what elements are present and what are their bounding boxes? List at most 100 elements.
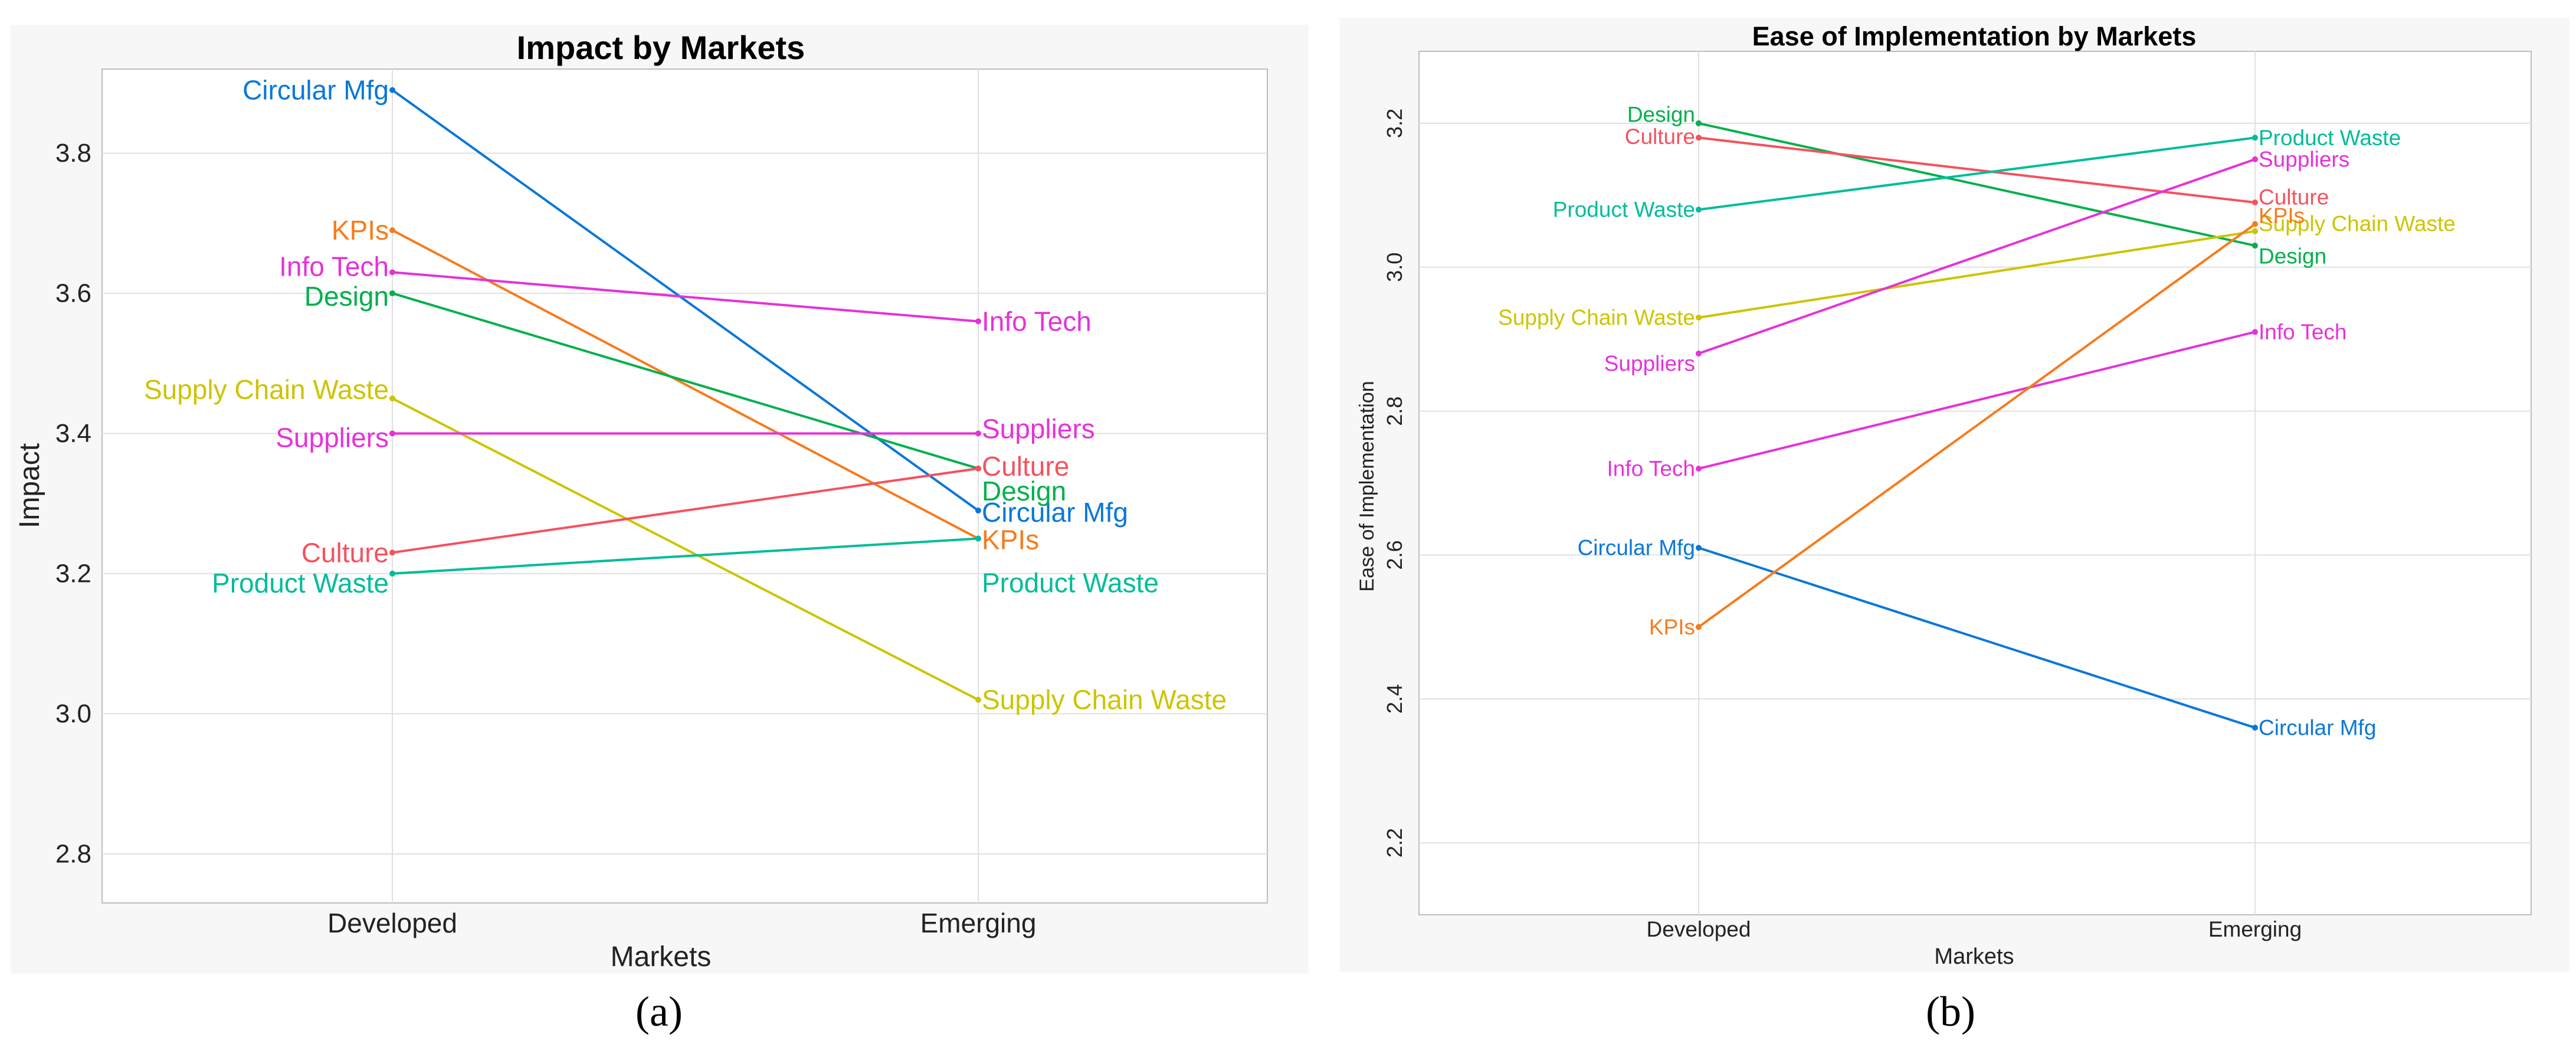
impact-chart-panel: Impact by Markets 2.8 3.0 3.2 3.4 3.6 3.8 Dev… — [11, 25, 1309, 974]
point-supply-chain-waste-developed — [389, 395, 395, 402]
label-suppliers-emerging: Suppliers — [2259, 147, 2349, 171]
label-culture-emerging: Culture — [2259, 185, 2329, 210]
point-circular-mfg-developed — [1696, 545, 1702, 551]
y-tick-label: 2.6 — [1382, 540, 1407, 570]
label-suppliers-developed: Suppliers — [1604, 352, 1695, 376]
y-tick-label: 3.2 — [55, 559, 91, 588]
ease-chart-panel: Ease of Implementation by Markets 2.2 2.4… — [1339, 18, 2570, 972]
label-kpis-developed: KPIs — [1649, 615, 1695, 639]
series-line-circular-mfg — [1698, 547, 2256, 729]
y-tick-label: 2.4 — [1382, 684, 1407, 714]
y-axis-label: Ease of Implementation — [1356, 381, 1378, 591]
label-product-waste-developed: Product Waste — [212, 568, 389, 598]
y-tick-label: 3.4 — [55, 419, 91, 448]
point-culture-developed — [389, 549, 395, 556]
point-culture-emerging — [975, 465, 981, 472]
point-circular-mfg-developed — [389, 87, 395, 93]
point-kpis-developed — [389, 227, 395, 234]
caption-b: (b) — [1926, 988, 1975, 1035]
label-kpis-emerging: KPIs — [982, 525, 1039, 555]
point-product-waste-emerging — [2252, 135, 2258, 141]
y-tick-label: 2.8 — [55, 839, 91, 868]
y-tick-label: 2.8 — [1382, 397, 1407, 426]
series-line-product-waste — [1698, 136, 2256, 211]
y-tick-labels: 2.8 3.0 3.2 3.4 3.6 3.8 — [55, 139, 91, 868]
point-circular-mfg-emerging — [2252, 725, 2258, 731]
label-product-waste-developed: Product Waste — [1553, 198, 1695, 222]
point-suppliers-developed — [1696, 351, 1702, 357]
series-line-culture — [392, 467, 979, 554]
point-culture-developed — [1696, 135, 1702, 141]
point-circular-mfg-emerging — [975, 508, 981, 514]
chart-title: Ease of Implementation by Markets — [1752, 21, 2197, 51]
gridlines — [102, 69, 1267, 903]
series-line-product-waste — [392, 537, 979, 575]
y-tick-label: 3.0 — [55, 699, 91, 728]
series-line-info-tech — [392, 271, 979, 323]
point-info-tech-developed — [389, 269, 395, 276]
label-circular-mfg-developed: Circular Mfg — [242, 75, 389, 106]
label-info-tech-developed: Info Tech — [279, 251, 389, 282]
gridlines — [1419, 51, 2531, 915]
series-line-info-tech — [1698, 330, 2256, 470]
series-line-suppliers — [1698, 158, 2256, 355]
label-culture-emerging: Culture — [982, 451, 1069, 482]
label-info-tech-emerging: Info Tech — [982, 306, 1092, 336]
plot-area — [1418, 51, 2532, 915]
label-kpis-emerging: KPIs — [2259, 204, 2305, 228]
point-info-tech-developed — [1696, 466, 1702, 472]
y-axis-label: Impact — [14, 443, 45, 528]
y-tick-label: 3.0 — [1382, 253, 1407, 282]
y-tick-labels: 2.2 2.4 2.6 2.8 3.0 3.2 — [1382, 109, 1407, 858]
point-product-waste-developed — [1696, 207, 1702, 213]
point-supply-chain-waste-emerging — [2252, 228, 2258, 234]
label-kpis-developed: KPIs — [332, 215, 389, 246]
series-line-supply-chain-waste — [392, 397, 979, 701]
series-lines — [1696, 120, 2258, 731]
series-line-design — [1698, 122, 2256, 247]
point-product-waste-developed — [389, 570, 395, 577]
label-suppliers-developed: Suppliers — [276, 422, 389, 453]
x-tick-label: Emerging — [920, 908, 1037, 938]
x-tick-labels: Developed Emerging — [327, 908, 1036, 938]
point-suppliers-emerging — [975, 430, 981, 437]
label-supply-chain-waste-emerging: Supply Chain Waste — [2259, 211, 2456, 235]
point-suppliers-developed — [389, 430, 395, 437]
label-culture-developed: Culture — [301, 537, 389, 568]
label-info-tech-developed: Info Tech — [1607, 457, 1695, 481]
label-circular-mfg-emerging: Circular Mfg — [2259, 716, 2376, 740]
point-supply-chain-waste-emerging — [975, 696, 981, 703]
label-supply-chain-waste-developed: Supply Chain Waste — [1498, 306, 1695, 330]
caption-a: (a) — [635, 988, 683, 1035]
label-culture-developed: Culture — [1625, 125, 1695, 149]
point-design-developed — [389, 290, 395, 296]
point-supply-chain-waste-developed — [1696, 315, 1702, 321]
label-design-developed: Design — [304, 281, 389, 312]
point-kpis-emerging — [2252, 221, 2258, 227]
series-lines — [389, 87, 981, 703]
label-info-tech-emerging: Info Tech — [2259, 320, 2346, 344]
label-design-developed: Design — [1627, 102, 1695, 126]
chart-title: Impact by Markets — [517, 29, 805, 66]
label-circular-mfg-emerging: Circular Mfg — [982, 497, 1128, 528]
x-tick-label: Developed — [327, 908, 457, 938]
label-product-waste-emerging: Product Waste — [982, 568, 1159, 598]
label-suppliers-emerging: Suppliers — [982, 413, 1095, 444]
label-supply-chain-waste-developed: Supply Chain Waste — [144, 374, 389, 405]
label-supply-chain-waste-emerging: Supply Chain Waste — [982, 685, 1227, 715]
y-tick-label: 3.2 — [1382, 109, 1407, 138]
point-info-tech-emerging — [975, 318, 981, 325]
label-design-emerging: Design — [2259, 244, 2326, 269]
x-axis-label: Markets — [611, 941, 712, 973]
x-tick-label: Developed — [1647, 917, 1751, 941]
point-design-emerging — [2252, 243, 2258, 249]
label-circular-mfg-developed: Circular Mfg — [1578, 536, 1695, 560]
x-axis-label: Markets — [1934, 944, 2014, 969]
series-line-design — [392, 292, 979, 470]
series-line-kpis — [1697, 222, 2256, 628]
point-design-developed — [1696, 120, 1702, 126]
series-line-supply-chain-waste — [1698, 230, 2256, 319]
